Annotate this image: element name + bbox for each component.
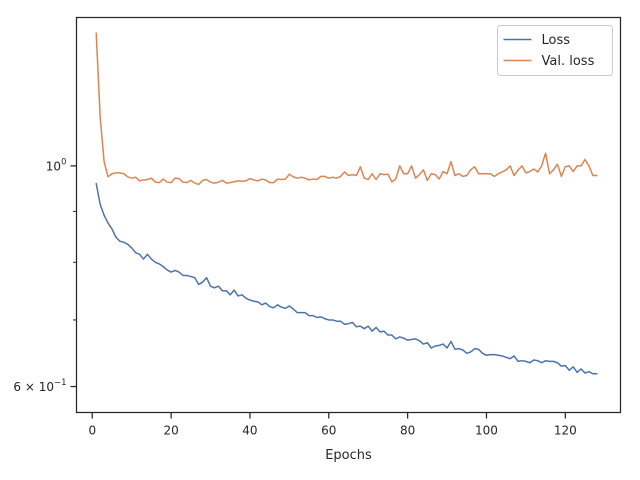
series-layer (95, 32, 598, 375)
x-tick-label: 120 (554, 424, 577, 438)
x-tick-label: 80 (400, 424, 415, 438)
x-tick-label: 100 (475, 424, 498, 438)
legend-label: Val. loss (542, 54, 595, 69)
legend-label: Loss (542, 33, 571, 48)
x-tick-label: 20 (163, 424, 178, 438)
axes-frame (75, 16, 622, 414)
plot-area (75, 16, 622, 414)
x-tick-label: 0 (88, 424, 96, 438)
y-tick-label: 100 (46, 157, 67, 173)
y-axis: 100 6 × 10−1 (13, 157, 77, 394)
legend-box (497, 25, 613, 76)
x-axis-label: Epochs (325, 448, 372, 463)
x-axis: 0 20 40 60 80 100 120 (88, 412, 577, 438)
legend: Loss Val. loss (497, 25, 613, 76)
series-line-val-loss (95, 32, 598, 186)
x-tick-label: 60 (321, 424, 336, 438)
y-tick-label: 6 × 10−1 (13, 378, 66, 394)
series-line-loss (95, 182, 598, 375)
plot-background (76, 17, 621, 413)
x-tick-label: 40 (242, 424, 257, 438)
